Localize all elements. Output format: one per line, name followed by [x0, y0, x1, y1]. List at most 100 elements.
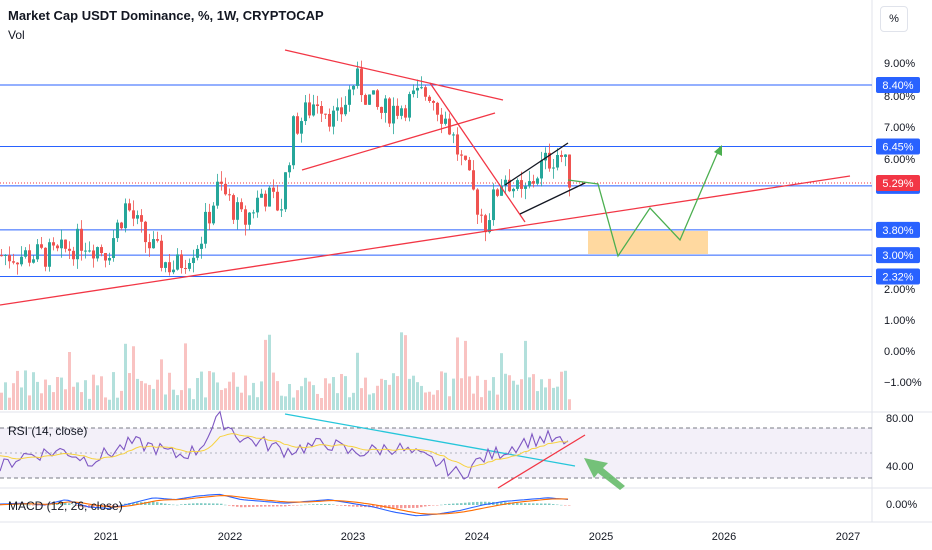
macd-hist-bar — [268, 505, 271, 507]
triangle-upper-trendline — [284, 49, 504, 101]
candle-body — [272, 187, 275, 192]
macd-hist-bar — [44, 505, 47, 506]
chart-title: Market Cap USDT Dominance, %, 1W, CRYPTO… — [8, 8, 324, 23]
time-axis: 2021 2022 2023 2024 2025 2026 2027 — [94, 531, 860, 543]
macd-hist-bar — [424, 505, 427, 507]
candle-body — [4, 254, 7, 256]
macd-hist-bar — [404, 505, 407, 509]
candle-body — [496, 189, 499, 196]
candle-body — [8, 254, 11, 262]
volume-bar — [360, 388, 363, 410]
volume-bar — [380, 378, 383, 410]
volume-bar — [344, 376, 347, 410]
candle-body — [136, 215, 139, 219]
candle-body — [284, 172, 287, 210]
price-axis: 9.00% 8.00% 7.00% 6.00% 2.00% 1.00% 0.00% −1.00… — [884, 58, 922, 511]
level-tag-bg — [876, 247, 920, 264]
candle-body — [512, 188, 515, 192]
volume-bar — [12, 383, 15, 410]
volume-bar — [496, 394, 499, 410]
macd-tick-label: 0.00% — [886, 499, 917, 511]
candle-body — [248, 212, 251, 225]
candle-body — [80, 228, 83, 251]
rising-wedge-lower — [519, 182, 586, 215]
volume-bar — [52, 392, 55, 410]
macd-hist-bar — [192, 503, 195, 505]
macd-hist-bar — [472, 502, 475, 505]
candle-body — [568, 154, 571, 188]
macd-hist-bar — [452, 503, 455, 505]
volume-bar — [108, 399, 111, 410]
volume-bar — [436, 390, 439, 410]
candle-body — [84, 250, 87, 252]
volume-bar — [104, 397, 107, 410]
candle-body — [400, 108, 403, 116]
candle-body — [288, 165, 291, 173]
volume-bar — [228, 381, 231, 410]
macd-hist-bar — [48, 504, 51, 506]
macd-hist-bar — [204, 503, 207, 505]
volume-bar — [468, 376, 471, 410]
candle-body — [52, 242, 55, 246]
macd-hist-bar — [312, 504, 315, 505]
volume-bar — [280, 395, 283, 410]
candle-body — [424, 87, 427, 97]
candle-body — [528, 181, 531, 187]
macd-hist-bar — [180, 504, 183, 505]
candle-body — [508, 179, 511, 192]
volume-bar — [404, 335, 407, 410]
candle-body — [260, 193, 263, 198]
candle-body — [452, 134, 455, 136]
macd-hist-bar — [284, 505, 287, 507]
candle-body — [152, 239, 155, 249]
macd-hist-bar — [512, 502, 515, 505]
candle-body — [428, 96, 431, 101]
volume-bar — [216, 382, 219, 410]
candle-body — [76, 228, 79, 260]
candle-body — [164, 262, 167, 268]
macd-hist-bar — [360, 505, 363, 507]
macd-hist-bar — [32, 505, 35, 506]
macd-line — [0, 493, 569, 517]
candle-body — [48, 242, 51, 267]
candle-body — [480, 214, 483, 216]
candle-body — [32, 259, 35, 263]
volume-bar — [96, 385, 99, 410]
candle-body — [460, 154, 463, 156]
macd-hist-bar — [532, 503, 535, 505]
unit-toggle-button[interactable]: % — [880, 6, 908, 32]
macd-hist-bar — [248, 505, 251, 508]
candle-body — [256, 197, 259, 213]
volume-bar — [524, 340, 527, 410]
candle-body — [316, 104, 319, 107]
volume-bar — [152, 388, 155, 410]
volume-bar — [224, 388, 227, 410]
volume-bar — [232, 372, 235, 410]
candle-body — [196, 248, 199, 258]
level-tags: 8.40%6.45%5.20%3.80%3.00%2.32%5.29% — [876, 77, 920, 285]
volume-bar — [528, 377, 531, 410]
macd-hist-bar — [552, 504, 555, 505]
macd-hist-bar — [448, 503, 451, 505]
candle-body — [380, 106, 383, 113]
candle-body — [168, 262, 171, 273]
macd-hist-bar — [568, 505, 571, 506]
volume-bar — [264, 339, 267, 410]
macd-hist-bar — [308, 504, 311, 505]
macd-hist-bar — [264, 505, 267, 507]
candle-body — [320, 106, 323, 114]
candle-body — [300, 121, 303, 134]
macd-hist-bar — [76, 505, 79, 506]
volume-bar — [308, 381, 311, 410]
candle-body — [12, 261, 15, 263]
macd-hist-bar — [464, 502, 467, 505]
volume-bar — [376, 385, 379, 410]
candle-body — [540, 160, 543, 179]
price-tick-label: 8.00% — [884, 91, 915, 103]
candle-body — [468, 159, 471, 171]
volume-bar — [256, 397, 259, 410]
candle-body — [208, 211, 211, 224]
candle-body — [72, 250, 75, 260]
candle-body — [216, 181, 219, 206]
volume-bar — [268, 334, 271, 410]
